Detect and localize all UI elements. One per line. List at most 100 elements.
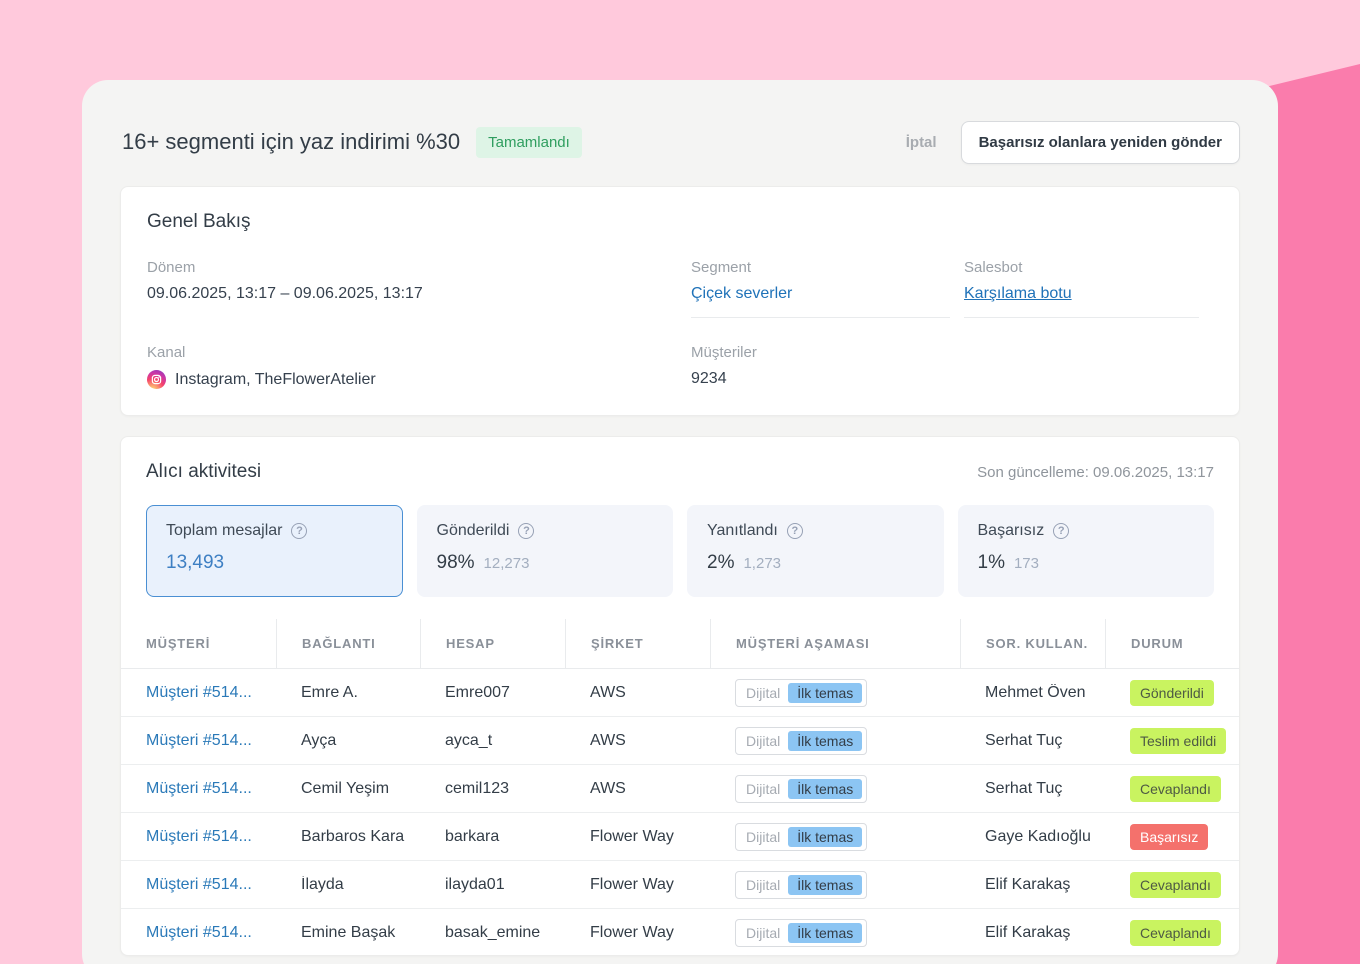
contact-name: İlayda — [301, 875, 344, 893]
overview-panel: Genel Bakış Dönem 09.06.2025, 13:17 – 09… — [120, 186, 1240, 416]
stage-name: İlk temas — [788, 778, 863, 799]
cancel-button[interactable]: İptal — [905, 133, 937, 151]
pipeline-name: Dijital — [746, 684, 781, 701]
customer-link[interactable]: Müşteri #514... — [146, 875, 252, 893]
status-badge: Başarısız — [1130, 823, 1209, 850]
stat-value: 13,493 — [166, 552, 225, 573]
field-segment: Segment Çiçek severler — [691, 259, 950, 318]
col-header-account: HESAP — [420, 619, 565, 668]
responsible-user: Elif Karakaş — [985, 875, 1071, 893]
help-icon[interactable]: ? — [518, 523, 535, 539]
field-customers: Müşteriler 9234 — [691, 344, 964, 389]
salesbot-link[interactable]: Karşılama botu — [964, 285, 1072, 302]
stat-value: 1% — [977, 552, 1005, 573]
stage-name: İlk temas — [788, 826, 863, 847]
field-period: Dönem 09.06.2025, 13:17 – 09.06.2025, 13… — [147, 259, 691, 318]
table-row: Müşteri #514... Emre A. Emre007 AWS Diji… — [121, 669, 1239, 717]
company-name: Flower Way — [590, 875, 674, 893]
status-badge: Teslim edildi — [1130, 727, 1227, 754]
stat-value: 98% — [436, 552, 475, 573]
stat-label: Gönderildi — [436, 522, 510, 539]
page-header: 16+ segmenti için yaz indirimi %30 Tamam… — [120, 120, 1240, 164]
stage-name: İlk temas — [788, 922, 863, 943]
stat-card-sent[interactable]: Gönderildi ? 98% 12,273 — [416, 505, 673, 597]
responsible-user: Elif Karakaş — [985, 923, 1071, 941]
table-row: Müşteri #514... İlayda ilayda01 Flower W… — [121, 861, 1239, 909]
table-row: Müşteri #514... Ayça ayca_t AWS Dijital İ… — [121, 717, 1239, 765]
pipeline-name: Dijital — [746, 876, 781, 893]
col-header-status: DURUM — [1105, 619, 1239, 668]
responsible-user: Mehmet Öven — [985, 683, 1086, 701]
stage-pill[interactable]: Dijital İlk temas — [735, 918, 868, 947]
stage-name: İlk temas — [788, 682, 863, 703]
company-name: Flower Way — [590, 827, 674, 845]
stat-card-replied[interactable]: Yanıtlandı ? 2% 1,273 — [687, 505, 944, 597]
table-row: Müşteri #514... Emine Başak basak_emine … — [121, 909, 1239, 955]
page-title: 16+ segmenti için yaz indirimi %30 — [122, 129, 461, 154]
account-name: cemil123 — [445, 779, 510, 797]
segment-link[interactable]: Çiçek severler — [691, 285, 793, 302]
col-header-stage: MÜŞTERİ AŞAMASI — [710, 619, 960, 668]
stage-pill[interactable]: Dijital İlk temas — [735, 822, 868, 851]
customer-link[interactable]: Müşteri #514... — [146, 683, 252, 701]
account-name: barkara — [445, 827, 500, 845]
field-period-label: Dönem — [147, 259, 196, 276]
account-name: Emre007 — [445, 683, 510, 701]
stat-card-failed[interactable]: Başarısız ? 1% 173 — [957, 505, 1214, 597]
col-header-contact: BAĞLANTI — [276, 619, 420, 668]
contact-name: Cemil Yeşim — [301, 779, 390, 797]
status-badge: Cevaplandı — [1130, 775, 1221, 802]
stat-value: 2% — [707, 552, 735, 573]
status-badge: Cevaplandı — [1130, 919, 1221, 946]
activity-title: Alıcı aktivitesi — [146, 461, 262, 482]
stat-secondary-value: 1,273 — [743, 555, 782, 572]
stat-secondary-value: 173 — [1013, 555, 1039, 572]
col-header-user: SOR. KULLAN. — [960, 619, 1105, 668]
account-name: basak_emine — [445, 923, 541, 941]
stat-label: Başarısız — [977, 522, 1045, 539]
help-icon[interactable]: ? — [1053, 523, 1070, 539]
help-icon[interactable]: ? — [291, 523, 308, 539]
stage-pill[interactable]: Dijital İlk temas — [735, 726, 868, 755]
pipeline-name: Dijital — [746, 780, 781, 797]
recipient-activity-panel: Alıcı aktivitesi Son güncelleme: 09.06.2… — [120, 436, 1240, 956]
contact-name: Barbaros Kara — [301, 827, 405, 845]
field-channel: Kanal Instagram, TheFlowerAtelier — [147, 344, 691, 389]
stage-pill[interactable]: Dijital İlk temas — [735, 678, 868, 707]
campaign-detail-card: 16+ segmenti için yaz indirimi %30 Tamam… — [82, 80, 1278, 964]
field-customers-label: Müşteriler — [691, 344, 757, 361]
status-badge: Cevaplandı — [1130, 871, 1221, 898]
pipeline-name: Dijital — [746, 924, 781, 941]
company-name: AWS — [590, 779, 626, 797]
stat-card-total-messages[interactable]: Toplam mesajlar ? 13,493 — [146, 505, 403, 597]
pipeline-name: Dijital — [746, 828, 781, 845]
status-badge: Gönderildi — [1130, 679, 1214, 706]
table-header-row: MÜŞTERİ BAĞLANTI HESAP ŞİRKET MÜŞTERİ AŞ… — [121, 619, 1239, 669]
field-channel-label: Kanal — [147, 344, 186, 361]
stat-label: Toplam mesajlar — [166, 522, 283, 539]
company-name: AWS — [590, 731, 626, 749]
resend-failed-button[interactable]: Başarısız olanlara yeniden gönder — [960, 120, 1240, 164]
account-name: ilayda01 — [445, 875, 505, 893]
customer-link[interactable]: Müşteri #514... — [146, 731, 252, 749]
pipeline-name: Dijital — [746, 732, 781, 749]
col-header-customer: MÜŞTERİ — [146, 636, 211, 651]
field-salesbot-label: Salesbot — [964, 259, 1023, 276]
customer-link[interactable]: Müşteri #514... — [146, 923, 252, 941]
col-header-company: ŞİRKET — [565, 619, 710, 668]
table-row: Müşteri #514... Barbaros Kara barkara Fl… — [121, 813, 1239, 861]
stage-pill[interactable]: Dijital İlk temas — [735, 870, 868, 899]
stage-pill[interactable]: Dijital İlk temas — [735, 774, 868, 803]
responsible-user: Gaye Kadıoğlu — [985, 827, 1091, 845]
customer-link[interactable]: Müşteri #514... — [146, 827, 252, 845]
stage-name: İlk temas — [788, 874, 863, 895]
field-period-value: 09.06.2025, 13:17 – 09.06.2025, 13:17 — [147, 285, 423, 302]
contact-name: Ayça — [301, 731, 337, 749]
help-icon[interactable]: ? — [786, 523, 803, 539]
overview-title: Genel Bakış — [147, 211, 251, 232]
contact-name: Emine Başak — [301, 923, 396, 941]
company-name: Flower Way — [590, 923, 674, 941]
stat-secondary-value: 12,273 — [483, 555, 530, 572]
customer-link[interactable]: Müşteri #514... — [146, 779, 252, 797]
field-salesbot: Salesbot Karşılama botu — [964, 259, 1199, 318]
